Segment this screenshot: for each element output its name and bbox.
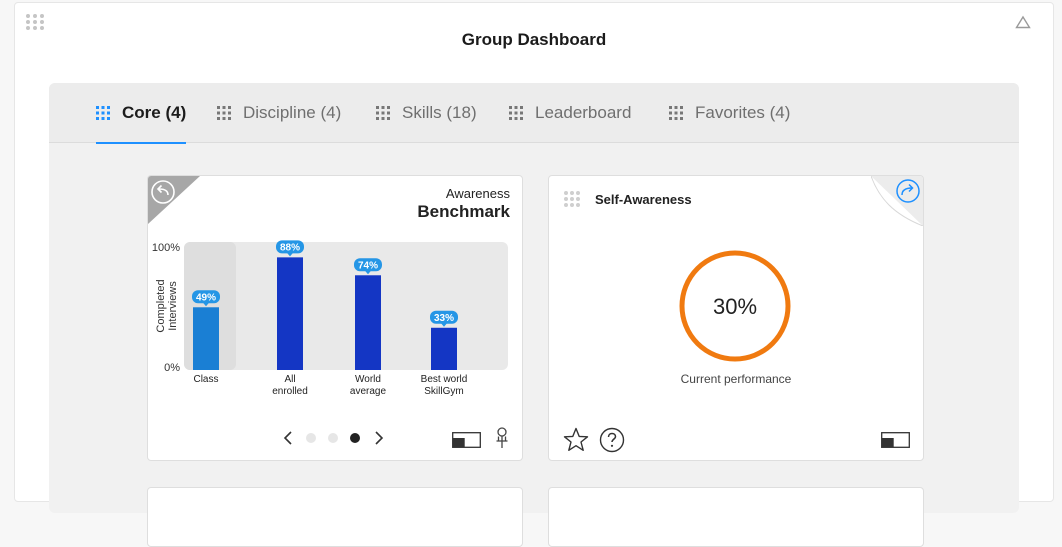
next-chevron-icon <box>375 431 384 445</box>
benchmark-card: Awareness Benchmark 100% 0% Completed In… <box>147 175 523 461</box>
dashboard-frame: Group Dashboard Core (4) Discipline (4) … <box>14 2 1054 547</box>
ytick-bottom: 0% <box>164 362 180 374</box>
grid-icon <box>669 106 683 120</box>
ylabel-line-1: Completed <box>155 279 167 332</box>
svg-text:74%: 74% <box>358 260 378 271</box>
question-icon[interactable] <box>599 427 625 453</box>
bar <box>193 307 219 370</box>
pager-dot-active[interactable] <box>350 433 360 443</box>
next-card-right <box>548 487 924 547</box>
bar <box>355 275 381 370</box>
tab-label: Favorites (4) <box>695 103 791 122</box>
bar <box>277 257 303 370</box>
tab-favorites[interactable]: Favorites (4) <box>669 83 790 143</box>
tab-leaderboard[interactable]: Leaderboard <box>509 83 631 143</box>
star-icon[interactable] <box>563 427 589 452</box>
chart-pager <box>283 431 384 445</box>
layout-toggle-icon[interactable] <box>452 432 481 448</box>
drag-grip-icon[interactable] <box>563 190 581 208</box>
svg-text:49%: 49% <box>196 292 216 303</box>
next-card-left <box>147 487 523 547</box>
bar-value-label: 33% <box>430 310 458 327</box>
drag-grip-icon[interactable] <box>25 13 45 31</box>
ring-track <box>679 250 791 362</box>
tab-bar: Core (4) Discipline (4) Skills (18) Lead… <box>49 83 1019 144</box>
prev-chevron-icon <box>283 431 292 445</box>
plot-background <box>184 242 508 370</box>
share-icon[interactable] <box>895 178 921 204</box>
tab-core[interactable]: Core (4) <box>96 83 187 144</box>
bar-value-label: 74% <box>354 258 382 275</box>
performance-value: 30% <box>713 294 757 319</box>
bar-value-label: 88% <box>276 240 304 257</box>
pager-dot[interactable] <box>328 433 338 443</box>
tab-label: Skills (18) <box>402 103 477 122</box>
benchmark-title: Benchmark <box>417 202 510 221</box>
grid-icon <box>96 106 110 120</box>
bar <box>431 327 457 370</box>
self-awareness-title: Self-Awareness <box>595 192 692 207</box>
grid-icon <box>376 106 390 120</box>
pin-icon[interactable] <box>494 427 510 449</box>
pager-dot[interactable] <box>306 433 316 443</box>
category-label: All enrolled <box>272 374 308 397</box>
ytick-top: 100% <box>152 242 180 254</box>
ylabel-line-2: Interviews <box>167 281 179 331</box>
benchmark-subtitle: Awareness <box>445 186 510 201</box>
svg-text:33%: 33% <box>434 313 454 324</box>
self-awareness-card: Self-Awareness 30% Current performance <box>548 175 924 461</box>
tab-label: Leaderboard <box>535 103 632 122</box>
benchmark-chart: 100% 0% Completed Interviews 49% Class 88%… <box>152 240 508 397</box>
svg-text:88%: 88% <box>280 242 300 253</box>
undo-icon[interactable] <box>150 179 176 205</box>
tab-discipline[interactable]: Discipline (4) <box>217 83 341 143</box>
grid-icon <box>217 106 231 120</box>
benchmark-heading: Awareness Benchmark <box>417 186 510 222</box>
triangle-up-icon[interactable] <box>1015 15 1031 29</box>
layout-toggle-icon[interactable] <box>881 432 910 448</box>
performance-ring: 30% <box>679 250 791 362</box>
tab-label: Discipline (4) <box>243 103 342 122</box>
category-label: World average <box>350 374 387 397</box>
back-corner <box>148 176 200 224</box>
category-label: Class <box>193 374 218 385</box>
tab-skills[interactable]: Skills (18) <box>376 83 477 143</box>
page-title: Group Dashboard <box>461 30 607 49</box>
tab-label: Core (4) <box>122 103 187 122</box>
category-label: Best world SkillGym <box>421 374 468 397</box>
bar-value-label: 49% <box>192 290 220 307</box>
performance-caption: Current performance <box>680 372 792 386</box>
grid-icon <box>509 106 523 120</box>
dashboard-panel: Core (4) Discipline (4) Skills (18) Lead… <box>49 83 1019 547</box>
